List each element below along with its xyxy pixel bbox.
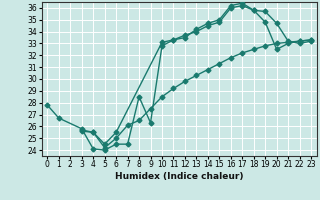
X-axis label: Humidex (Indice chaleur): Humidex (Indice chaleur): [115, 172, 244, 181]
